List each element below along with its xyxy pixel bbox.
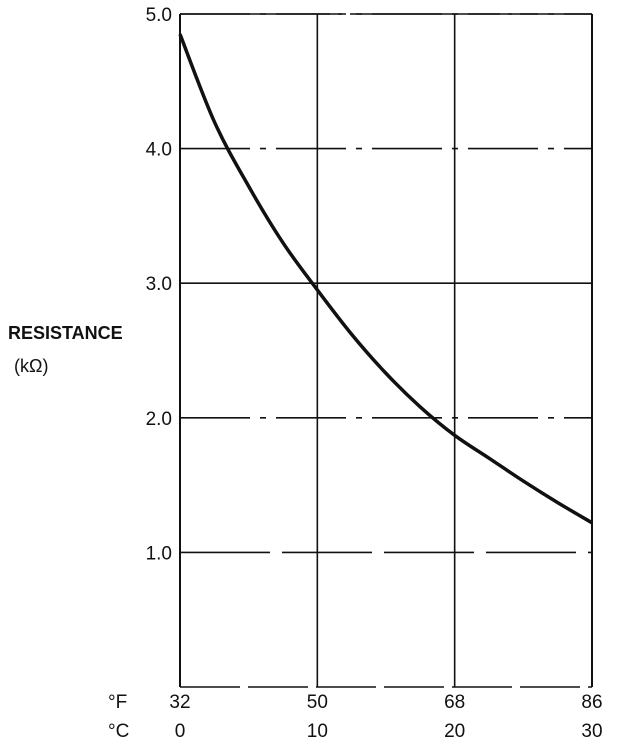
x-tick-label-c-3: 30 [581,721,602,742]
y-tick-label-1: 2.0 [146,409,172,430]
y-tick-label-4: 5.0 [146,5,172,26]
x-tick-label-f-2: 68 [444,692,465,713]
x-tick-labels: 32 0 50 10 68 20 86 30 [169,692,602,742]
axes [179,13,593,688]
y-tick-labels: 1.0 2.0 3.0 4.0 5.0 [146,5,172,564]
x-tick-label-f-3: 86 [581,692,602,713]
x-tick-label-c-1: 10 [307,721,328,742]
x-tick-label-f-1: 50 [307,692,328,713]
x-tick-label-c-0: 0 [175,721,186,742]
y-axis-unit: (kΩ) [14,356,48,376]
x-unit-fahrenheit: °F [108,692,127,713]
x-tick-label-f-0: 32 [169,692,190,713]
y-tick-label-3: 4.0 [146,140,172,161]
y-tick-label-0: 1.0 [146,543,172,564]
y-axis-title: RESISTANCE [8,323,123,343]
grid-lines [180,13,592,687]
x-tick-label-c-2: 20 [444,721,465,742]
y-tick-label-2: 3.0 [146,274,172,295]
resistance-curve [178,33,593,525]
x-unit-celsius: °C [108,721,129,742]
